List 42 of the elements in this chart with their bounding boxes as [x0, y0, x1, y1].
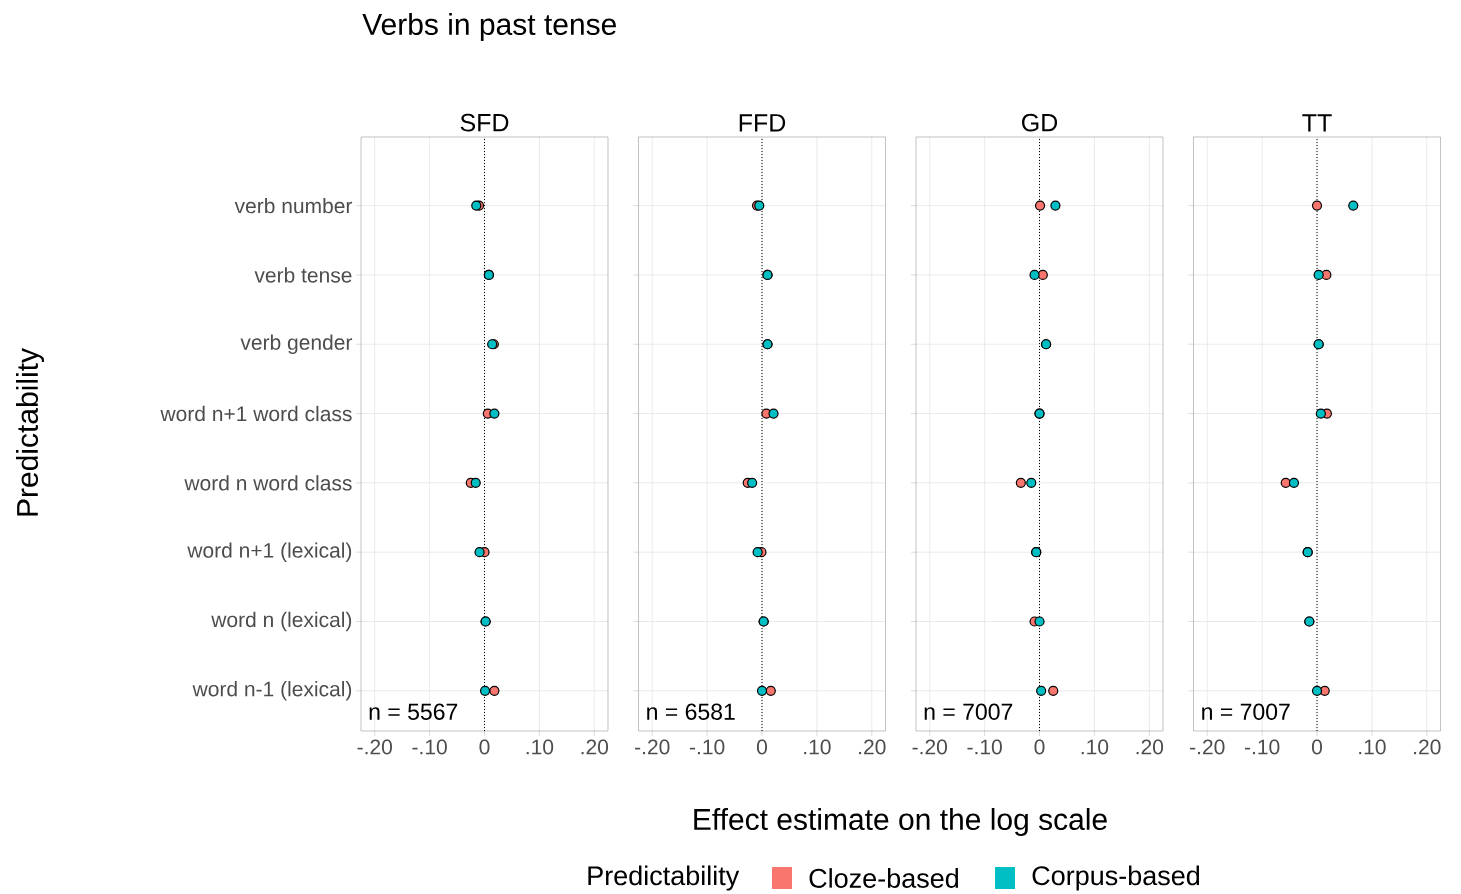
- annotation: n = 7007: [1202, 703, 1290, 720]
- x-tick-label: -.10: [967, 739, 1002, 755]
- x-tick-label: -.20: [912, 739, 947, 755]
- annotation: n = 7007: [924, 703, 1013, 720]
- y-tick-label: verb gender: [240, 334, 353, 355]
- chart-subtitle: TT: [1302, 114, 1332, 132]
- y-tick-label: word n (lexical): [211, 611, 352, 632]
- chart-subtitle: GD: [1022, 113, 1058, 132]
- y-tick-label: word n+1 word class: [160, 405, 352, 422]
- x-axis-title: Effect estimate on the log scale: [694, 808, 1107, 836]
- legend-label: Corpus-based: [1032, 865, 1200, 891]
- chart-subtitle: FFD: [739, 114, 786, 132]
- x-tick-label: 0: [479, 739, 490, 755]
- x-tick-label: .20: [859, 739, 886, 755]
- legend-label: Cloze-based: [809, 868, 959, 888]
- x-tick-label: -.10: [412, 739, 447, 755]
- x-tick-label: .20: [1414, 739, 1441, 755]
- x-tick-label: 0: [1311, 739, 1323, 755]
- x-tick-label: 0: [1034, 739, 1045, 755]
- x-tick-label: -.10: [1244, 739, 1280, 755]
- chart-title: Verbs in past tense: [362, 13, 616, 41]
- x-tick-label: -.20: [357, 739, 392, 755]
- annotation: n = 6581: [647, 703, 735, 720]
- legend-title: Predictability: [588, 865, 740, 891]
- x-tick-label: .10: [1359, 739, 1386, 755]
- x-tick-label: .10: [526, 739, 554, 755]
- y-tick-label: verb tense: [254, 267, 352, 283]
- x-tick-label: .10: [804, 739, 831, 755]
- chart-subtitle: SFD: [460, 113, 509, 132]
- y-tick-label: verb number: [234, 197, 353, 214]
- x-tick-label: .10: [1081, 739, 1109, 755]
- y-tick-label: word n word class: [184, 475, 352, 491]
- x-tick-label: 0: [756, 739, 768, 755]
- x-tick-label: -.20: [635, 739, 670, 755]
- x-tick-label: .20: [1136, 739, 1164, 755]
- x-tick-label: -.20: [1190, 739, 1225, 755]
- y-tick-label: word n+1 (lexical): [187, 542, 352, 562]
- x-tick-label: -.10: [689, 739, 725, 755]
- y-tick-label: word n-1 (lexical): [192, 681, 352, 701]
- x-tick-label: .20: [581, 739, 609, 755]
- y-axis-title: Predictability: [16, 348, 44, 516]
- annotation: n = 5567: [369, 703, 458, 720]
